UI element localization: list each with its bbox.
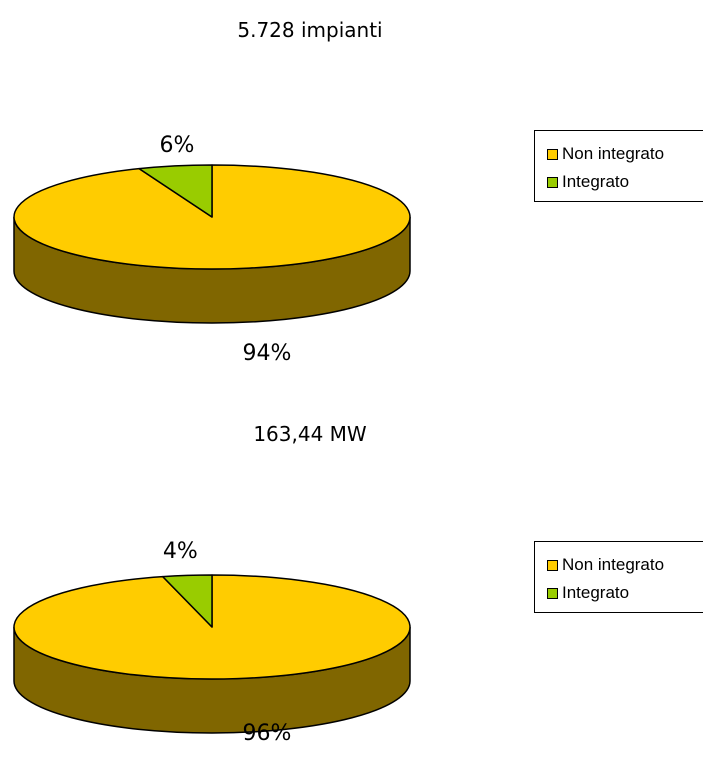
data-label-integrato: 4% — [163, 539, 198, 564]
legend-swatch-integrato — [547, 588, 558, 599]
pie-plot: 6% 94% — [13, 133, 411, 366]
legend-item-integrato: Integrato — [547, 582, 629, 604]
pie-chart-mw: 163,44 MW 4% 96% Non integrato Integrato — [0, 408, 703, 769]
pie-chart-impianti: 5.728 impianti 6% 94% Non integrato Integ… — [13, 18, 703, 366]
data-label-integrato: 6% — [160, 133, 195, 158]
data-label-non-integrato: 94% — [243, 341, 292, 366]
legend-label: Non integrato — [562, 555, 665, 574]
legend: Non integrato Integrato — [534, 130, 703, 202]
legend-label: Integrato — [562, 583, 630, 602]
legend: Non integrato Integrato — [534, 541, 703, 613]
legend-label: Non integrato — [562, 144, 665, 163]
pie-slice-integrato — [162, 574, 213, 628]
chart-title: 163,44 MW — [253, 422, 367, 446]
legend-item-non-integrato: Non integrato — [547, 554, 664, 576]
data-label-non-integrato: 96% — [243, 721, 292, 746]
pie-plot: 4% 96% — [13, 539, 411, 746]
pie-slice-integrato — [138, 164, 213, 218]
legend-swatch-integrato — [547, 177, 558, 188]
legend-item-integrato: Integrato — [547, 171, 629, 193]
legend-item-non-integrato: Non integrato — [547, 143, 664, 165]
legend-swatch-non-integrato — [547, 149, 558, 160]
legend-swatch-non-integrato — [547, 560, 558, 571]
legend-label: Integrato — [562, 172, 630, 191]
chart-title: 5.728 impianti — [237, 18, 383, 42]
